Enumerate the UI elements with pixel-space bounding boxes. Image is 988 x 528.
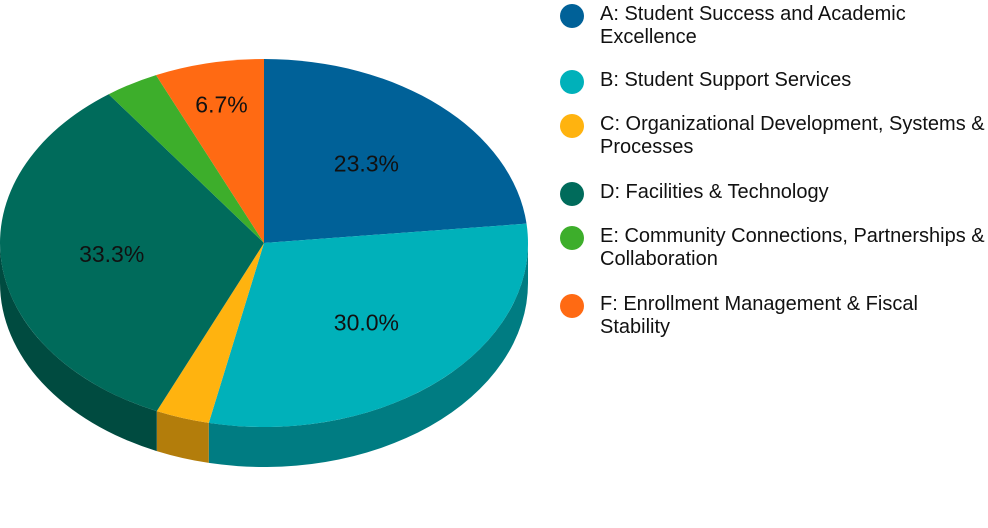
pie-slice-f <box>156 59 264 243</box>
legend-item-b: B: Student Support Services <box>560 69 988 94</box>
pie-slice-e <box>108 75 264 243</box>
legend-label-c: C: Organizational Development, Systems &… <box>600 113 985 158</box>
pie-slice-d <box>0 94 264 412</box>
legend-item-f: F: Enrollment Management & Fiscal Stabil… <box>560 293 988 339</box>
legend-label-e: E: Community Connections, Partnerships &… <box>600 225 985 270</box>
pie-side-b <box>208 243 528 467</box>
legend-item-a: A: Student Success and Academic Excellen… <box>560 3 988 49</box>
legend-label-f: F: Enrollment Management & Fiscal Stabil… <box>600 293 918 338</box>
pie-side-d <box>0 243 157 452</box>
legend-marker-f <box>560 294 584 318</box>
legend-item-c: C: Organizational Development, Systems &… <box>560 113 988 159</box>
pie-slice-c <box>156 243 264 423</box>
pie-slice-b <box>208 223 528 427</box>
slice-label-d: 33.3% <box>79 241 144 267</box>
pie-side-c <box>156 411 209 463</box>
legend-item-e: E: Community Connections, Partnerships &… <box>560 225 988 271</box>
pie-slice-a <box>264 59 527 243</box>
pie-labels: 23.3% 30.0% 33.3% 6.7% <box>79 92 399 336</box>
slice-label-a: 23.3% <box>334 151 399 177</box>
legend-marker-e <box>560 226 584 250</box>
slice-label-b: 30.0% <box>334 309 399 335</box>
pie-chart: 23.3% 30.0% 33.3% 6.7% <box>0 59 528 467</box>
slice-label-f: 6.7% <box>195 92 247 118</box>
legend-marker-a <box>560 4 584 28</box>
legend-label-d: D: Facilities & Technology <box>600 181 829 203</box>
legend-item-d: D: Facilities & Technology <box>560 181 988 206</box>
pie-slices <box>0 59 528 427</box>
legend-marker-b <box>560 70 584 94</box>
legend-label-b: B: Student Support Services <box>600 69 852 91</box>
legend-label-a: A: Student Success and Academic Excellen… <box>600 3 906 48</box>
legend-marker-c <box>560 114 584 138</box>
pie-sides <box>0 243 528 467</box>
legend-marker-d <box>560 182 584 206</box>
